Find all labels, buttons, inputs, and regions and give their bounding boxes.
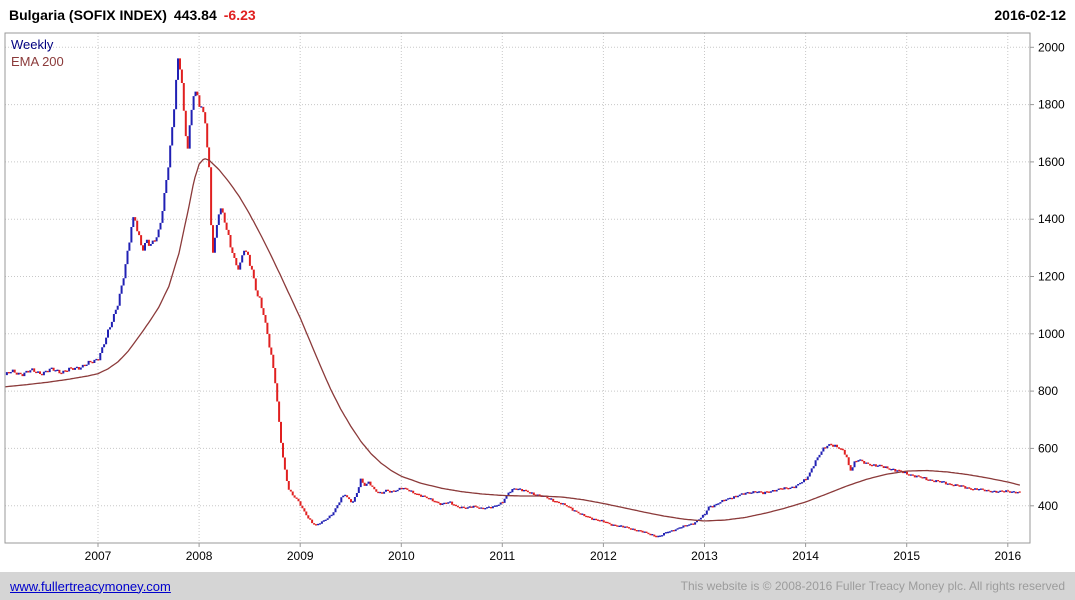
x-tick-label: 2016 — [994, 549, 1021, 563]
y-tick-label: 400 — [1038, 499, 1058, 513]
price-series — [5, 58, 1021, 538]
x-tick-label: 2011 — [489, 549, 515, 563]
y-tick-label: 1800 — [1038, 98, 1065, 112]
title-group: Bulgaria (SOFIX INDEX) 443.84 -6.23 — [9, 7, 263, 23]
y-axis: 400 600 800 1000 1200 1400 1600 1800 2000 — [1030, 40, 1065, 513]
y-tick-label: 1600 — [1038, 155, 1065, 169]
ema-line — [4, 158, 1021, 522]
x-tick-label: 2012 — [590, 549, 617, 563]
x-tick-label: 2009 — [287, 549, 314, 563]
website-link[interactable]: www.fullertreacymoney.com — [10, 578, 171, 594]
x-axis: 2007 2008 2009 2010 2011 2012 2013 2014 2015 2016 — [85, 543, 1021, 563]
price-down-segments — [7, 58, 1021, 538]
x-tick-label: 2015 — [893, 549, 920, 563]
legend-ema-label: EMA 200 — [11, 54, 64, 69]
gridlines — [5, 33, 1030, 543]
legend-weekly-label: Weekly — [11, 37, 54, 52]
chart-header: Bulgaria (SOFIX INDEX) 443.84 -6.23 2016-0… — [0, 0, 1075, 30]
x-tick-label: 2008 — [186, 549, 213, 563]
y-tick-label: 1400 — [1038, 212, 1065, 226]
x-tick-label: 2010 — [388, 549, 415, 563]
y-tick-label: 800 — [1038, 384, 1058, 398]
y-tick-label: 1000 — [1038, 327, 1065, 341]
price-up-segments — [5, 58, 1019, 538]
y-tick-label: 2000 — [1038, 40, 1065, 54]
x-tick-label: 2007 — [85, 549, 112, 563]
y-tick-label: 1200 — [1038, 270, 1065, 284]
chart-legend: Weekly EMA 200 — [11, 36, 64, 70]
instrument-title: Bulgaria (SOFIX INDEX) — [9, 7, 167, 23]
x-tick-label: 2013 — [691, 549, 718, 563]
copyright-text: This website is © 2008-2016 Fuller Treac… — [680, 579, 1065, 593]
chart-date: 2016-02-12 — [994, 7, 1066, 23]
plot-border — [4, 32, 1031, 544]
last-price: 443.84 — [173, 7, 217, 23]
y-tick-label: 600 — [1038, 441, 1058, 455]
price-change: -6.23 — [223, 7, 256, 23]
footer-bar: www.fullertreacymoney.com This website i… — [0, 572, 1075, 600]
x-tick-label: 2014 — [792, 549, 819, 563]
